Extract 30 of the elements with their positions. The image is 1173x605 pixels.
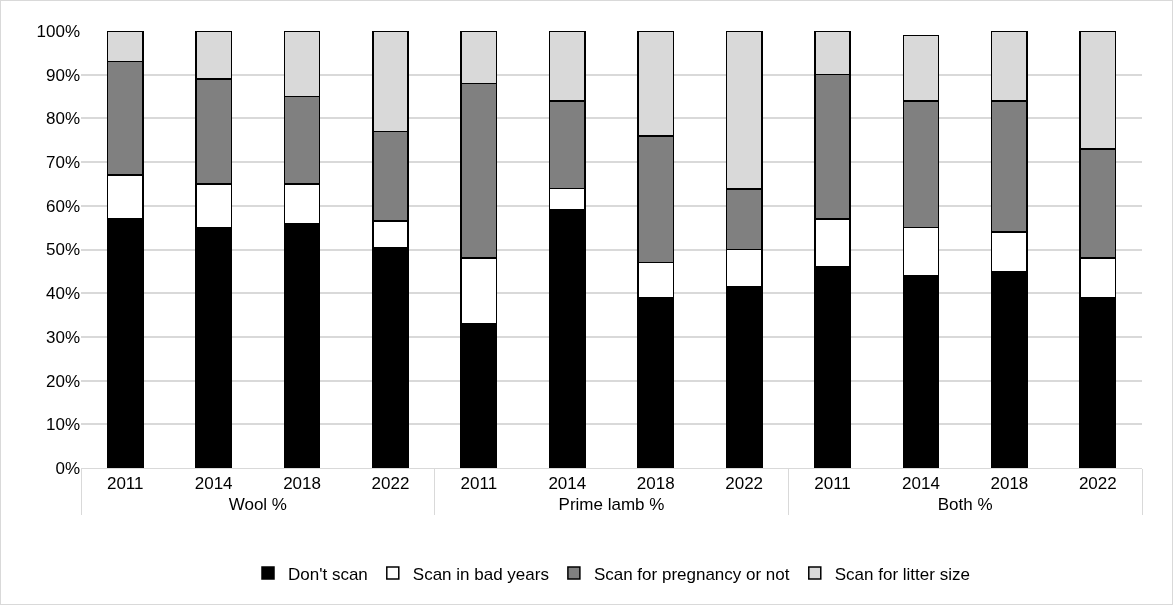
y-tick-label: 20%: [45, 371, 80, 391]
x-tick-label: 2014: [548, 474, 587, 494]
text: Both %: [937, 495, 993, 515]
legend-label: Scan for pregnancy or not: [593, 564, 790, 584]
legend-label: Don't scan: [288, 564, 368, 584]
x-tick-label: 2011: [814, 474, 851, 494]
x-tick-label: 2014: [902, 474, 940, 494]
x-tick-label: 2018: [283, 474, 321, 494]
x-tick-label: 2022: [371, 474, 410, 494]
y-tick-label: 50%: [45, 240, 80, 260]
y-tick-label: 80%: [45, 109, 80, 129]
legend-label: Scan in bad years: [412, 564, 549, 584]
x-tick-label: 2011: [460, 474, 498, 494]
y-tick-label: 30%: [45, 327, 80, 347]
x-tick-label: 2018: [636, 474, 675, 494]
y-tick-label: 40%: [45, 284, 80, 304]
y-tick-label: 70%: [45, 153, 80, 173]
x-tick-label: 2018: [990, 474, 1029, 494]
y-tick-label: 10%: [45, 415, 80, 435]
x-tick-label: 2022: [1078, 474, 1117, 494]
y-tick-label: 90%: [45, 65, 80, 85]
text: Wool %: [228, 495, 287, 515]
x-tick-label: 2014: [194, 474, 233, 494]
text: Prime lamb %: [558, 495, 665, 515]
y-tick-label: 0%: [55, 458, 80, 478]
x-tick-label: 2011: [106, 474, 144, 494]
y-tick-label: 60%: [45, 196, 80, 216]
legend-label: Scan for litter size: [834, 564, 970, 584]
x-tick-label: 2022: [725, 474, 764, 494]
y-tick-label: 100%: [36, 21, 80, 41]
